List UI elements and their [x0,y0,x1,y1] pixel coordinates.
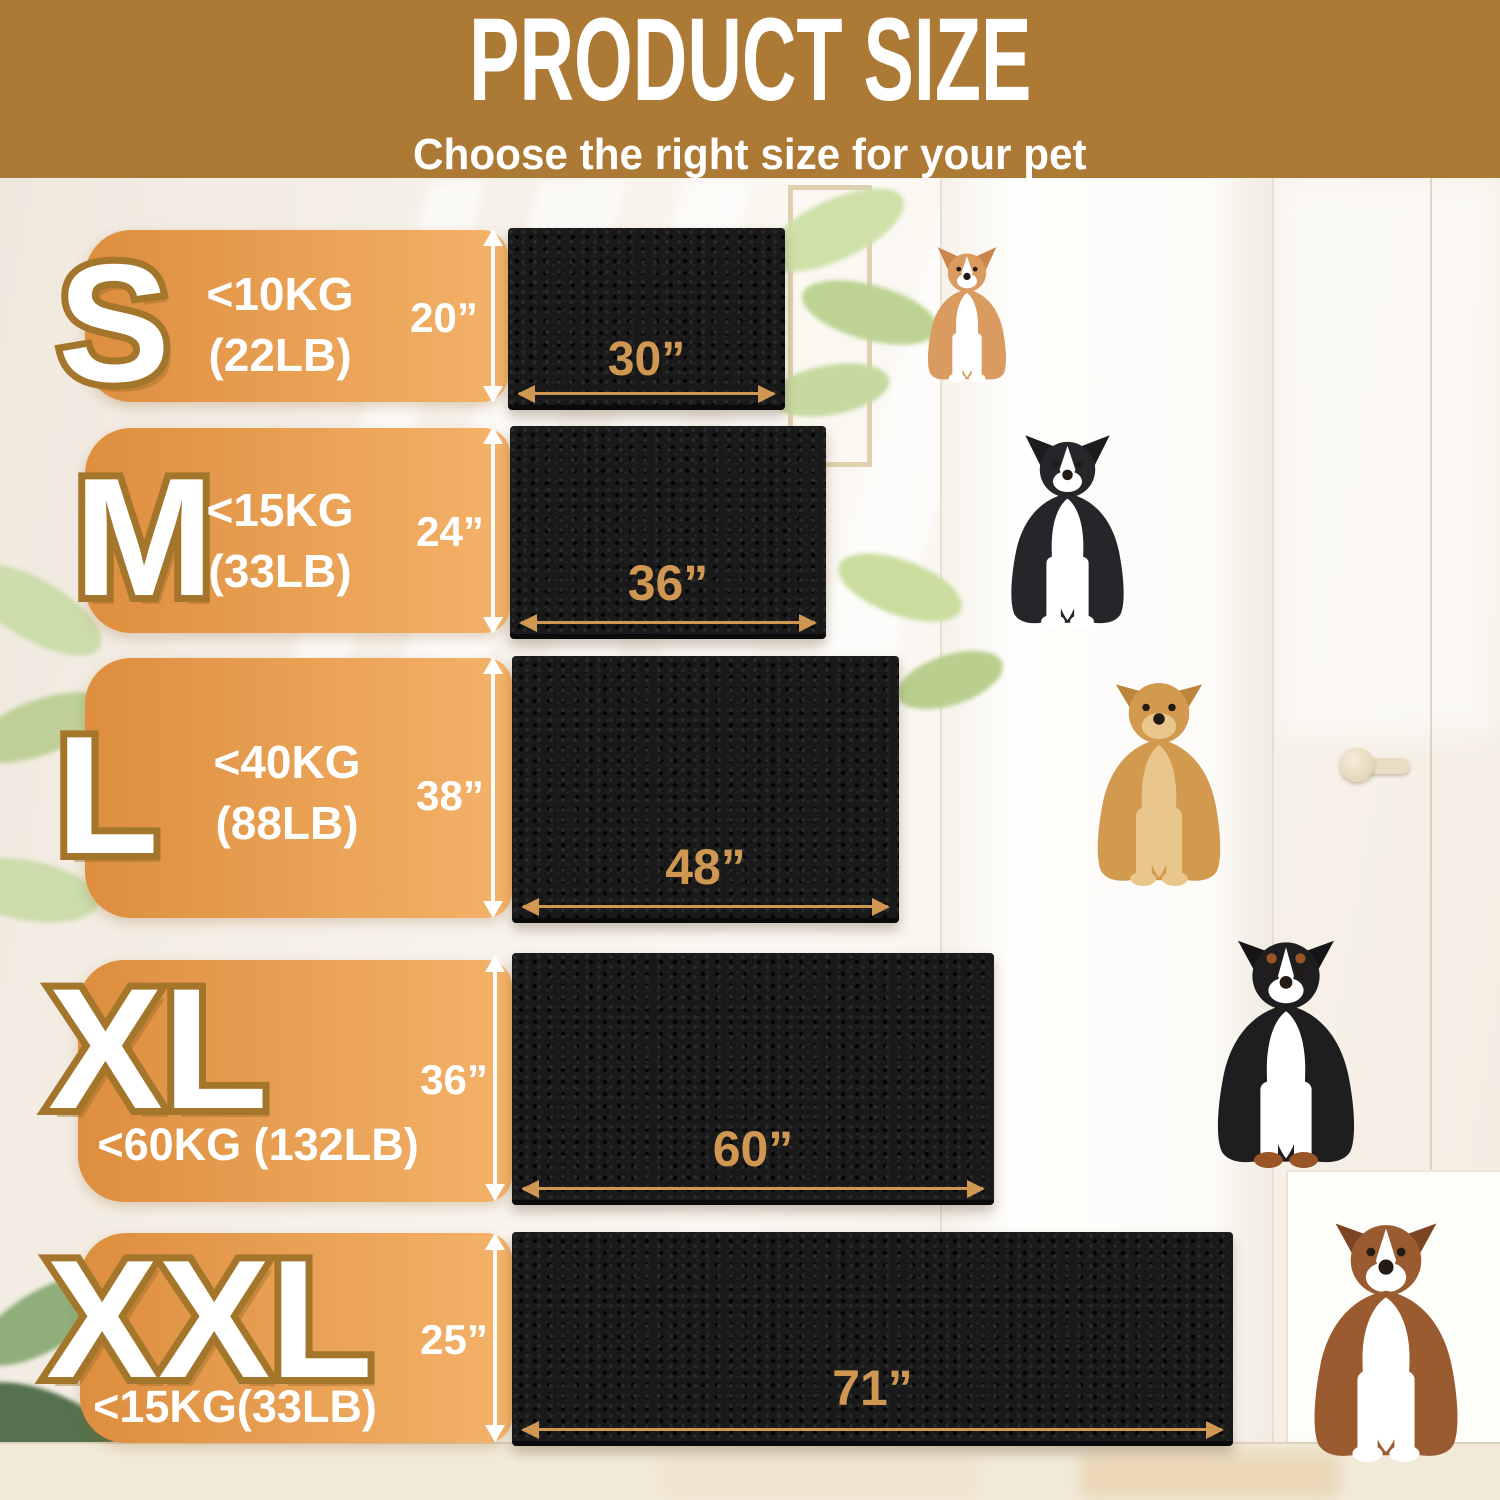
arrowhead-up-icon [483,657,503,674]
size-letter-outline: L [49,701,166,889]
floor-reflection [660,1456,980,1498]
arrowhead-right-icon [967,1179,985,1198]
weight-line1: <60KG (132LB) [97,1119,419,1170]
saint-bernard-photo [1314,1223,1458,1462]
size-letter-m: M M [67,443,221,631]
size-letter-l: L L [49,701,166,889]
mat-width-label-xxl: 71” [832,1360,913,1416]
mat-height-label-xl: 36” [420,1056,488,1103]
weight-line2: (33LB) [208,544,352,597]
mat-height-label-xxl: 25” [420,1316,488,1363]
size-letter-outline: XL [41,953,275,1145]
weight-label-s: <10KG (22LB) [180,264,380,385]
weight-line2: (88LB) [215,796,359,849]
page-subtitle: Choose the right size for your pet [413,130,1087,179]
mat-image-s: 30” [508,228,785,410]
size-bar-xl [78,960,512,1202]
arrowhead-up-icon [485,1233,505,1250]
arrowhead-right-icon [872,897,890,916]
floor-reflection [1080,1452,1340,1498]
height-measure-arrow-icon [485,1233,505,1442]
mat-image-xl: 60” [512,953,994,1205]
corgi-photo [927,247,1007,383]
arrowhead-right-icon [758,384,776,403]
mat-height-label-s: 20” [410,294,478,341]
arrowhead-left-icon [521,1420,539,1439]
size-bar-m [85,428,510,633]
mat-width-label-l: 48” [665,839,746,895]
size-letter-xl: XL XL [41,953,275,1145]
header-banner: PRODUCT SIZE Choose the right size for y… [0,0,1500,178]
arrowhead-right-icon [1206,1420,1224,1439]
arrowhead-left-icon [521,1179,539,1198]
arrowhead-down-icon [483,617,503,634]
size-letter-outline: S [51,229,177,417]
weight-label-l: <40KG (88LB) [182,732,392,853]
size-bar-xxl [80,1233,512,1443]
mat-height-label-m: 24” [416,508,484,555]
mat-image-xxl: 71” [512,1232,1233,1446]
width-measure-arrow-icon [521,897,890,916]
arrowhead-left-icon [521,897,539,916]
weight-line2: (22LB) [208,328,352,381]
arrowhead-up-icon [483,229,503,246]
mat-height-label-l: 38” [416,772,484,819]
arrowhead-down-icon [485,1184,505,1201]
size-letter-s: S S [51,229,177,417]
width-measure-arrow-icon [521,1179,985,1198]
mat-width-label-xl: 60” [712,1121,794,1177]
weight-label-m: <15KG (33LB) [180,480,380,601]
weight-label-xxl: <15KG(33LB) [70,1384,400,1429]
mat-width-label-m: 36” [627,555,709,611]
size-bar-l [85,658,512,918]
mat-image-m: 36” [510,426,826,639]
height-measure-arrow-icon [483,657,503,918]
arrowhead-down-icon [483,901,503,918]
arrowhead-up-icon [485,955,505,972]
arrowhead-left-icon [517,384,535,403]
golden-retriever-photo [1097,682,1221,886]
weight-line1: <40KG [213,736,361,788]
bernese-mountain-dog-photo [1217,940,1355,1168]
window-light [1280,178,1500,738]
arrowhead-right-icon [799,613,817,632]
arrowhead-left-icon [519,613,537,632]
size-bar-s [85,230,508,402]
border-collie-photo [1011,435,1124,628]
size-letter-fill: XL [48,953,268,1145]
size-letter-fill: S [58,229,171,417]
door-seam [1430,178,1432,1442]
width-measure-arrow-icon [521,1420,1224,1439]
width-measure-arrow-icon [519,613,817,632]
weight-line1: <15KG [206,484,354,536]
height-measure-arrow-icon [485,955,505,1201]
size-letter-xxl: XXL XXL [39,1225,380,1413]
width-measure-arrow-icon [517,384,776,403]
mat-width-label-s: 30” [607,333,686,386]
weight-label-xl: <60KG (132LB) [78,1122,438,1167]
arrowhead-down-icon [483,386,503,403]
mat-image-l: 48” [512,656,899,923]
size-letter-fill: M [74,443,214,631]
height-measure-arrow-icon [483,229,503,403]
weight-line1: <10KG [206,268,354,320]
weight-line1: <15KG(33LB) [93,1381,377,1432]
door-knob [1340,748,1374,782]
size-letter-fill: L [56,701,159,889]
arrowhead-down-icon [485,1425,505,1442]
size-letter-outline: XXL [39,1225,380,1413]
size-letter-fill: XXL [46,1225,373,1413]
page-title: PRODUCT SIZE [468,0,1032,126]
size-letter-outline: M [67,443,221,631]
arrowhead-up-icon [483,427,503,444]
height-measure-arrow-icon [483,427,503,634]
